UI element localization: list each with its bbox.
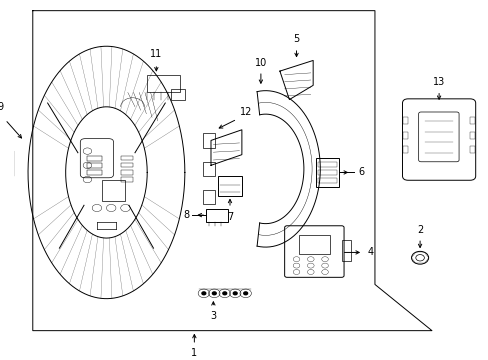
Bar (121, 163, 132, 167)
Text: 1: 1 (191, 348, 197, 359)
Bar (469, 131, 474, 139)
Bar (341, 240, 350, 261)
Bar (403, 117, 407, 125)
Circle shape (244, 292, 247, 295)
Text: 2: 2 (416, 225, 422, 235)
Bar (87, 163, 102, 168)
Bar (121, 170, 132, 175)
Bar (469, 146, 474, 153)
Bar (317, 162, 336, 167)
Bar (87, 156, 102, 161)
Circle shape (233, 292, 237, 295)
Bar (121, 177, 132, 182)
Text: 8: 8 (183, 210, 189, 220)
Text: 10: 10 (254, 58, 266, 68)
Bar (317, 170, 336, 175)
Bar (121, 156, 132, 160)
Bar (403, 146, 407, 153)
Bar (203, 190, 214, 204)
Bar (317, 178, 336, 183)
Bar (203, 133, 214, 148)
Text: 4: 4 (367, 247, 373, 257)
Text: 13: 13 (432, 77, 444, 87)
Circle shape (223, 292, 226, 295)
Text: 3: 3 (210, 311, 216, 321)
Bar (203, 162, 214, 176)
Bar (87, 170, 102, 175)
Text: 12: 12 (239, 107, 251, 117)
Bar (403, 131, 407, 139)
Text: 7: 7 (226, 212, 233, 221)
Bar (469, 117, 474, 125)
Text: 5: 5 (293, 35, 299, 44)
Circle shape (202, 292, 205, 295)
Text: 6: 6 (358, 167, 364, 177)
Circle shape (212, 292, 216, 295)
Text: 11: 11 (150, 49, 162, 59)
Text: 9: 9 (0, 103, 3, 112)
